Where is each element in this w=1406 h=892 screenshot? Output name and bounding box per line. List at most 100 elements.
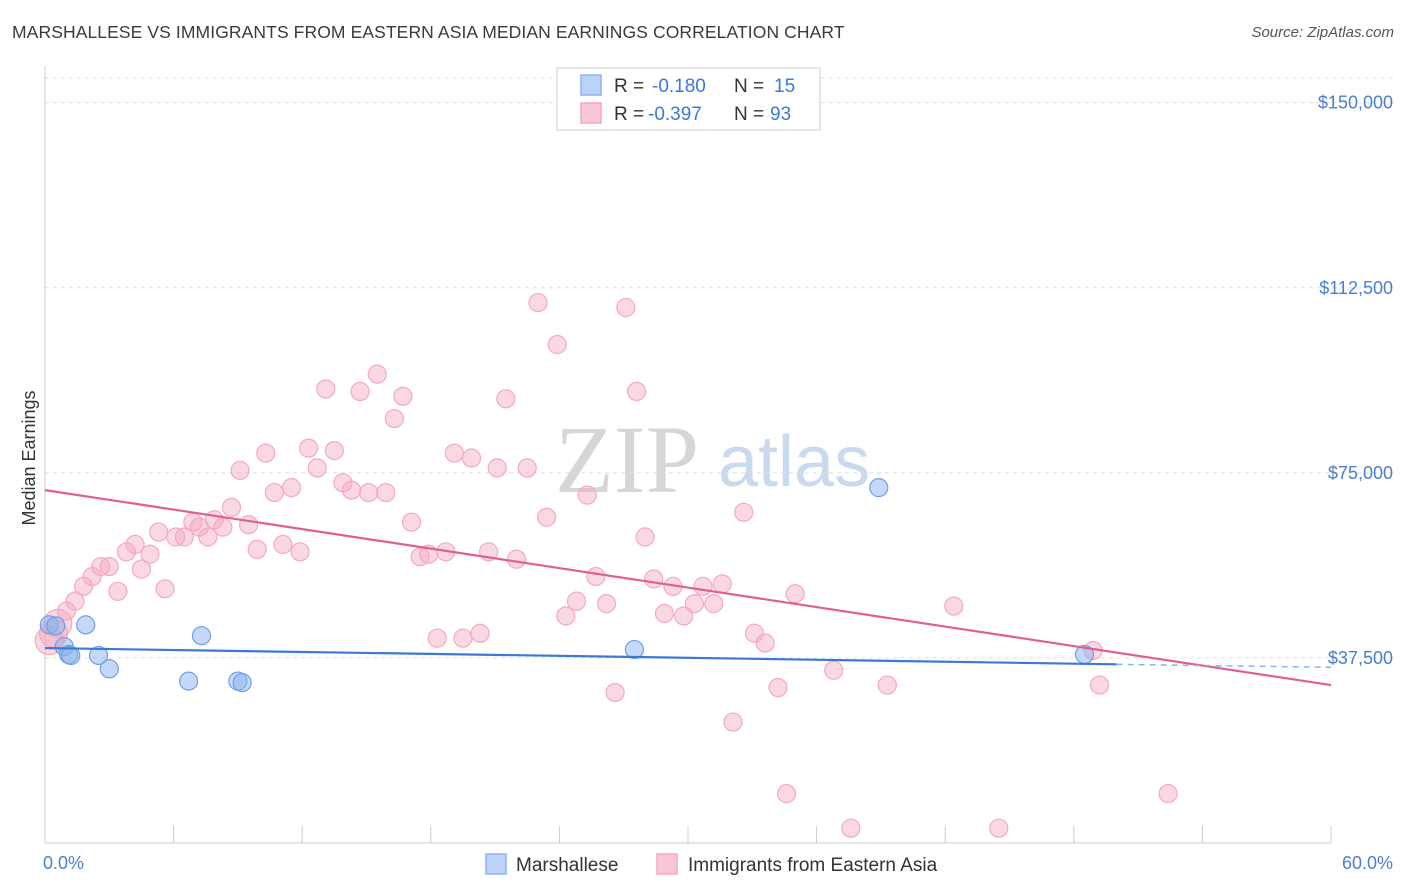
point-eastern-asia-40: [367, 364, 387, 384]
chart-title: MARSHALLESE VS IMMIGRANTS FROM EASTERN A…: [12, 22, 845, 42]
y-tick-labels: $37,500 $75,000 $112,500 $150,000: [1318, 93, 1393, 668]
point-eastern-asia-76: [704, 594, 724, 614]
point-marshallese-5: [76, 615, 96, 635]
y-tick-label-0: $37,500: [1328, 648, 1393, 668]
point-eastern-asia-67: [616, 297, 636, 318]
point-eastern-asia-80: [744, 623, 765, 643]
bottom-legend-swatch-marshallese: [485, 853, 507, 875]
point-eastern-asia-25: [239, 515, 259, 535]
point-eastern-asia-47: [427, 628, 447, 648]
point-eastern-asia-28: [264, 482, 284, 503]
trend-line-marshallese-extension: [1116, 663, 1332, 669]
point-eastern-asia-64: [586, 566, 606, 587]
point-eastern-asia-22: [213, 517, 233, 537]
point-eastern-asia-75: [693, 576, 713, 596]
point-eastern-asia-77: [712, 574, 732, 594]
point-eastern-asia-20: [198, 527, 218, 547]
legend-n-value-1: 15: [774, 76, 795, 97]
point-eastern-asia-71: [654, 603, 675, 624]
gridlines: [45, 77, 1393, 659]
point-eastern-asia-34: [316, 379, 336, 399]
x-tick-label-1: 60.0%: [1342, 853, 1393, 873]
trend-line-marshallese: [44, 646, 1117, 666]
point-eastern-asia-85: [824, 660, 844, 680]
point-eastern-asia-54: [487, 458, 507, 478]
point-eastern-asia-27: [256, 443, 276, 463]
watermark-atlas: atlas: [718, 422, 870, 502]
point-eastern-asia-81: [755, 633, 775, 653]
point-eastern-asia-11: [125, 534, 145, 555]
point-eastern-asia-78: [723, 712, 743, 732]
point-eastern-asia-91: [1089, 675, 1110, 695]
y-axis-title: Median Earnings: [19, 390, 39, 525]
point-eastern-asia-12: [131, 559, 152, 579]
point-eastern-asia-14: [148, 522, 169, 542]
point-eastern-asia-92: [1158, 784, 1178, 804]
point-eastern-asia-58: [528, 292, 548, 313]
bottom-legend-eastern-asia: Immigrants from Eastern Asia: [688, 855, 938, 876]
legend-n-value-2: 93: [770, 104, 791, 125]
point-marshallese-11: [232, 672, 252, 693]
point-marshallese-1: [46, 616, 66, 636]
point-eastern-asia-79: [734, 502, 754, 522]
bottom-legend-swatch-eastern-asia: [656, 853, 678, 875]
legend-n-label-2: N =: [734, 104, 764, 125]
point-eastern-asia-68: [626, 381, 647, 402]
point-eastern-asia-66: [605, 682, 625, 703]
legend-swatch-pink: [580, 102, 602, 124]
point-eastern-asia-83: [776, 784, 797, 804]
series-marshallese: [39, 478, 1095, 693]
point-eastern-asia-87: [877, 675, 897, 695]
x-tick-label-0: 0.0%: [43, 853, 84, 873]
point-marshallese-4: [61, 645, 81, 666]
point-eastern-asia-70: [644, 569, 664, 589]
point-eastern-asia-24: [230, 460, 250, 480]
point-marshallese-8: [179, 671, 199, 691]
point-eastern-asia-43: [393, 386, 413, 406]
point-eastern-asia-69: [635, 527, 655, 547]
watermark: ZIP atlas: [555, 406, 870, 513]
point-eastern-asia-38: [350, 381, 370, 402]
point-eastern-asia-89: [989, 818, 1009, 838]
y-tick-label-2: $112,500: [1319, 278, 1393, 298]
x-tick-labels: 0.0% 60.0%: [43, 853, 1393, 873]
chart-source: Source: ZipAtlas.com: [1251, 24, 1394, 41]
point-eastern-asia-51: [461, 448, 482, 468]
point-eastern-asia-62: [566, 591, 587, 611]
point-eastern-asia-82: [768, 677, 788, 698]
point-eastern-asia-29: [273, 534, 293, 555]
legend-r-value-1: -0.180: [652, 76, 706, 97]
point-eastern-asia-42: [384, 408, 404, 429]
point-eastern-asia-9: [108, 581, 128, 601]
point-eastern-asia-63: [577, 485, 597, 505]
point-eastern-asia-39: [359, 482, 379, 503]
point-eastern-asia-13: [140, 544, 160, 564]
series-immigrants-eastern-asia: [34, 292, 1178, 838]
point-marshallese-14: [869, 478, 889, 498]
legend-swatch-blue: [580, 74, 602, 96]
point-eastern-asia-73: [674, 606, 694, 626]
point-eastern-asia-26: [247, 539, 267, 559]
legend-r-value-2: -0.397: [648, 104, 702, 125]
point-eastern-asia-23: [221, 497, 242, 517]
point-marshallese-12: [624, 639, 645, 660]
bottom-legend: Marshallese Immigrants from Eastern Asia: [485, 853, 938, 876]
point-eastern-asia-59: [536, 507, 557, 527]
watermark-zip: ZIP: [555, 406, 699, 513]
stats-legend: R = -0.180 N = 15 R = -0.397 N = 93: [556, 67, 821, 131]
legend-r-label-1: R =: [614, 76, 644, 97]
axes: [44, 66, 1332, 844]
point-eastern-asia-84: [785, 584, 805, 604]
legend-r-label-2: R =: [614, 104, 644, 125]
trend-lines: [44, 489, 1332, 687]
point-eastern-asia-50: [453, 628, 473, 648]
legend-n-label-1: N =: [734, 76, 764, 97]
point-eastern-asia-4: [65, 591, 85, 611]
point-eastern-asia-56: [506, 549, 527, 569]
point-eastern-asia-55: [496, 389, 516, 409]
bottom-legend-marshallese: Marshallese: [516, 855, 618, 876]
point-eastern-asia-35: [324, 441, 344, 461]
point-eastern-asia-65: [596, 594, 617, 614]
point-eastern-asia-33: [307, 458, 327, 478]
